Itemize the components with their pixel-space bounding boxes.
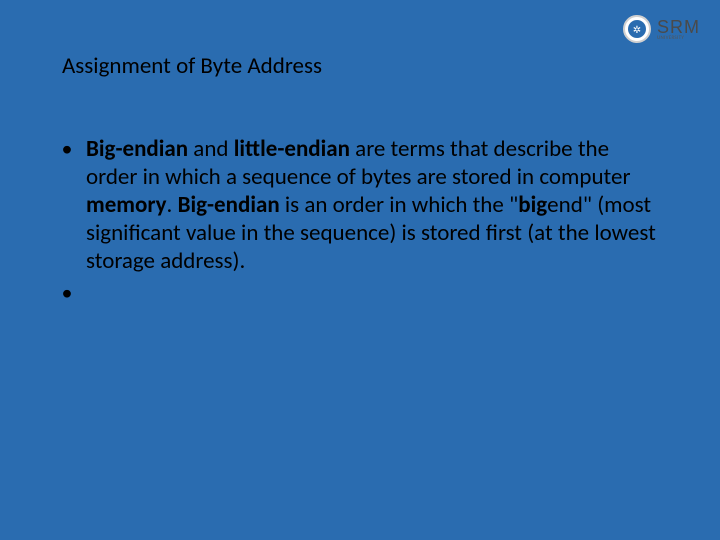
logo-main-text: SRM [657,18,700,36]
slide-title: Assignment of Byte Address [62,52,322,80]
bullet-marker-icon: • [60,279,74,307]
bullet-item: • Big-endian and little-endian are terms … [60,135,660,275]
logo-sub-text: UNIVERSITY [657,36,700,41]
brand-logo: ✲ SRM UNIVERSITY [623,15,700,43]
bullet-text: Big-endian and little-endian are terms t… [86,135,660,275]
bullet-item: • [60,279,660,307]
logo-text-block: SRM UNIVERSITY [657,18,700,41]
slide: ✲ SRM UNIVERSITY Assignment of Byte Addr… [0,0,720,540]
logo-badge: ✲ [623,15,651,43]
logo-glyph-icon: ✲ [628,20,646,38]
bullet-marker-icon: • [60,135,74,163]
slide-body: • Big-endian and little-endian are terms … [60,135,660,311]
